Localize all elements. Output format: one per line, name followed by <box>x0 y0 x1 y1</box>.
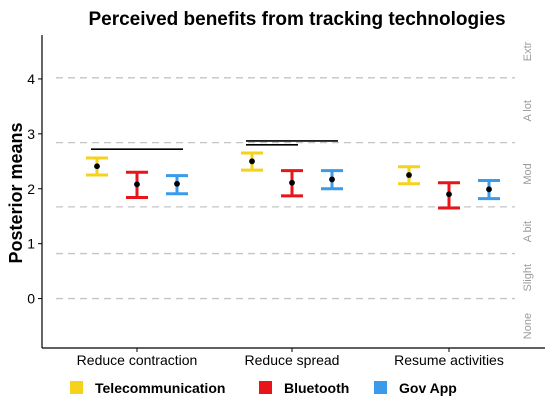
x-category-labels: Reduce contraction Reduce spread Resume ac… <box>77 348 504 368</box>
y-tick-label: 0 <box>27 291 35 307</box>
mean-point <box>94 163 100 170</box>
right-axis-label: Extr <box>522 41 534 61</box>
mean-point <box>446 191 452 198</box>
right-axis-label: A bit <box>522 221 534 242</box>
legend: Telecommunication Bluetooth Gov App <box>70 380 457 396</box>
right-axis-label: None <box>522 313 534 339</box>
legend-label: Telecommunication <box>95 380 225 396</box>
y-axis-label: Posterior means <box>6 122 26 263</box>
mean-point <box>329 176 335 183</box>
mean-point <box>289 179 295 186</box>
y-tick-label: 4 <box>27 71 35 87</box>
mean-point <box>134 181 140 188</box>
legend-swatch <box>374 381 387 394</box>
mean-point <box>249 158 255 165</box>
legend-swatch <box>259 381 272 394</box>
y-tick-label: 2 <box>27 181 35 197</box>
mean-point <box>486 186 492 193</box>
axes <box>41 35 545 349</box>
reference-lines <box>56 77 515 300</box>
legend-label: Bluetooth <box>284 380 349 396</box>
legend-swatch <box>70 381 83 394</box>
y-tick-label: 1 <box>27 236 35 252</box>
x-category-label: Reduce contraction <box>77 352 198 368</box>
mean-point <box>406 172 412 178</box>
legend-label: Gov App <box>399 380 457 396</box>
x-category-label: Reduce spread <box>245 352 340 368</box>
y-ticks: 0 1 2 3 4 <box>27 71 42 307</box>
chart-title: Perceived benefits from tracking technol… <box>88 9 505 30</box>
error-bars <box>86 151 500 210</box>
x-category-label: Resume activities <box>394 352 504 368</box>
right-axis-label: Slight <box>522 264 534 292</box>
right-axis-label: A lot <box>522 100 534 121</box>
right-axis-labels: None Slight A bit Mod A lot Extr <box>522 41 534 339</box>
mean-point <box>174 180 180 187</box>
y-tick-label: 3 <box>27 126 35 142</box>
right-axis-label: Mod <box>522 163 534 184</box>
significance-bars <box>91 140 338 151</box>
